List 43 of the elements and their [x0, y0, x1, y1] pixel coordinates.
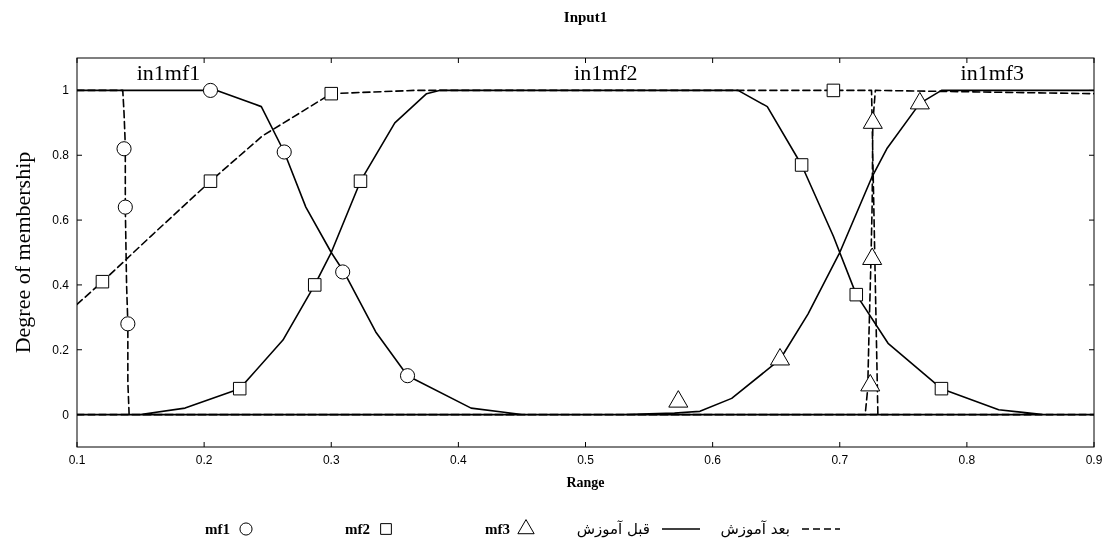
- point: [95, 274, 110, 289]
- point: [324, 86, 339, 101]
- point: [202, 82, 219, 98]
- x-tick-label: 0.2: [195, 453, 213, 467]
- legend-label: mf2: [345, 521, 370, 537]
- x-tick-label: 0.9: [1085, 453, 1103, 467]
- point: [116, 141, 132, 157]
- point: [120, 316, 136, 332]
- legend-label: قبل آموزش: [576, 520, 650, 538]
- point: [399, 368, 416, 384]
- point: [117, 199, 133, 215]
- annotation: in1mf3: [960, 60, 1025, 85]
- x-tick-label: 0.7: [831, 453, 849, 467]
- y-tick-label: 1: [62, 83, 70, 98]
- point: [353, 174, 368, 188]
- annotation: in1mf2: [574, 60, 638, 85]
- legend-label: mf3: [485, 521, 510, 537]
- point: [232, 381, 247, 396]
- point: [934, 381, 949, 396]
- x-tick-label: 0.6: [704, 453, 722, 467]
- x-axis-title: Range: [566, 475, 605, 490]
- point: [794, 158, 809, 172]
- legend-label: mf1: [205, 521, 230, 537]
- point: [203, 174, 218, 188]
- annotation: in1mf1: [136, 60, 201, 85]
- point: [335, 264, 351, 280]
- chart-title: Input1: [563, 9, 608, 25]
- x-tick-label: 0.3: [322, 453, 340, 467]
- x-tick-label: 0.8: [958, 453, 976, 467]
- x-tick-label: 0.1: [68, 453, 86, 467]
- y-tick-label: 0.2: [52, 342, 70, 357]
- x-tick-label: 0.4: [450, 453, 468, 467]
- point: [849, 287, 864, 302]
- point: [307, 278, 322, 292]
- point: [826, 83, 841, 98]
- point: [276, 144, 292, 160]
- y-tick-label: 0: [62, 407, 70, 422]
- y-tick-label: 0.4: [52, 277, 70, 292]
- y-axis-title: Degree of membership: [10, 151, 35, 354]
- x-tick-label: 0.5: [577, 453, 595, 467]
- legend-label: بعد آموزش: [720, 520, 790, 538]
- y-tick-label: 0.6: [52, 213, 70, 228]
- y-tick-label: 0.8: [52, 148, 70, 163]
